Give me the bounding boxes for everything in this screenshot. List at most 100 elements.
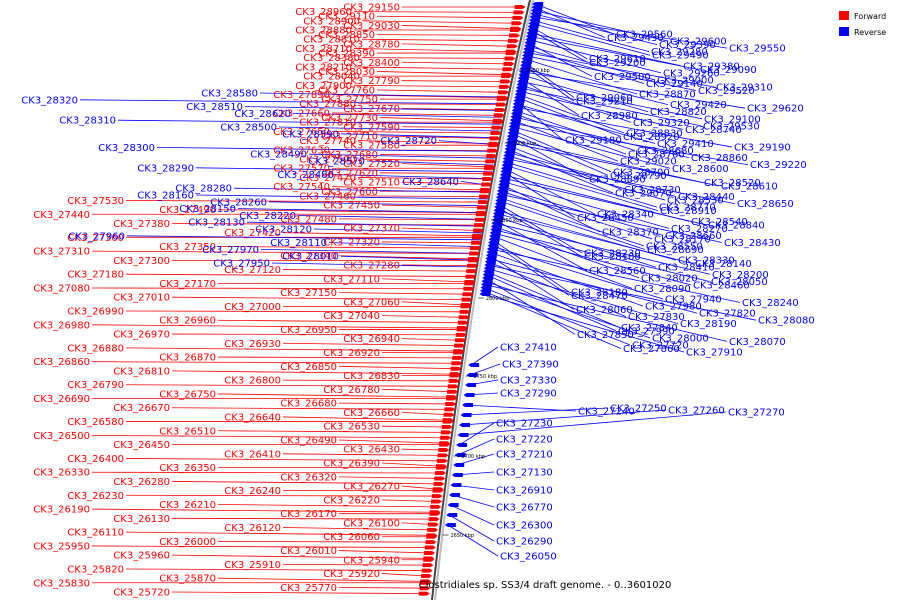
reverse-gene-label: CK3_28920 xyxy=(623,132,680,143)
forward-connector xyxy=(217,430,447,433)
reverse-gene-feature xyxy=(480,285,492,290)
reverse-connector xyxy=(297,215,484,220)
reverse-gene-label: CK3_28760 xyxy=(628,150,685,161)
reverse-connector xyxy=(450,504,495,526)
forward-gene-label: CK3_29030 xyxy=(343,21,400,32)
reverse-connector xyxy=(512,122,749,166)
reverse-gene-feature xyxy=(495,195,507,200)
forward-gene-label: CK3_26670 xyxy=(113,403,170,414)
reverse-connector xyxy=(492,235,633,289)
forward-gene-feature xyxy=(514,5,526,9)
forward-connector xyxy=(357,195,486,198)
forward-gene-label: CK3_27500 xyxy=(299,155,356,166)
forward-connector xyxy=(338,255,475,260)
forward-gene-label: CK3_26860 xyxy=(33,357,90,368)
reverse-gene-label: CK3_28870 xyxy=(639,90,696,101)
forward-gene-label: CK3_26010 xyxy=(280,546,337,557)
reverse-connector xyxy=(462,409,667,426)
forward-gene-label: CK3_26120 xyxy=(224,523,281,534)
reverse-connector xyxy=(486,267,679,325)
reverse-connector xyxy=(529,32,682,67)
reverse-connector xyxy=(79,99,505,105)
reverse-gene-label: CK3_29320 xyxy=(633,118,690,129)
forward-gene-feature xyxy=(456,327,468,332)
reverse-gene-feature xyxy=(487,246,499,251)
reverse-connector xyxy=(514,109,636,151)
forward-connector xyxy=(353,48,512,53)
forward-gene-feature xyxy=(510,28,522,33)
forward-gene-label: CK3_25910 xyxy=(224,560,281,571)
forward-connector xyxy=(171,223,481,226)
reverse-connector xyxy=(487,264,757,321)
forward-connector xyxy=(381,204,484,208)
forward-connector xyxy=(357,177,489,180)
reverse-connector xyxy=(501,180,670,229)
forward-connector xyxy=(125,384,454,387)
reverse-gene-feature xyxy=(518,72,530,77)
forward-gene-label: CK3_27750 xyxy=(321,95,378,106)
reverse-connector xyxy=(449,514,495,542)
forward-gene-label: CK3_26960 xyxy=(159,316,216,327)
reverse-connector xyxy=(520,77,580,116)
reverse-gene-label: CK3_28510 xyxy=(186,102,243,113)
forward-gene-feature xyxy=(436,458,448,463)
reverse-connector xyxy=(463,407,609,416)
reverse-gene-label: CK3_27940 xyxy=(665,295,722,306)
legend: Forward Reverse xyxy=(839,11,886,37)
reverse-gene-feature xyxy=(499,172,511,177)
forward-gene-feature xyxy=(443,412,455,417)
forward-gene-label: CK3_27670 xyxy=(343,104,400,115)
forward-gene-label: CK3_27450 xyxy=(323,201,380,212)
forward-connector xyxy=(217,504,437,508)
gene-features xyxy=(418,2,544,596)
forward-gene-label: CK3_27580 xyxy=(343,141,400,152)
forward-gene-label: CK3_27480 xyxy=(280,214,337,225)
reverse-gene-label: CK3_28600 xyxy=(672,164,729,175)
forward-connector xyxy=(171,333,462,336)
forward-connector xyxy=(338,365,457,370)
reverse-connector xyxy=(499,190,653,240)
reverse-connector xyxy=(528,39,662,74)
reverse-gene-feature xyxy=(514,92,526,97)
forward-connector xyxy=(381,278,471,283)
forward-gene-feature xyxy=(422,563,434,568)
forward-gene-label: CK3_27880 xyxy=(299,99,356,110)
forward-gene-label: CK3_27680 xyxy=(321,150,378,161)
reverse-connector xyxy=(488,258,698,314)
reverse-connector xyxy=(488,254,575,310)
reverse-gene-label: CK3_27950 xyxy=(213,259,270,270)
reverse-gene-feature xyxy=(508,127,520,132)
reverse-gene-feature xyxy=(522,50,534,55)
forward-connector xyxy=(171,296,468,300)
reverse-connector xyxy=(278,126,500,132)
reverse-gene-label: CK3_28840 xyxy=(708,220,765,231)
reverse-gene-label: CK3_27830 xyxy=(628,312,685,323)
legend-forward-label: Forward xyxy=(854,12,886,21)
reverse-connector xyxy=(366,160,494,166)
forward-gene-label: CK3_28390 xyxy=(318,49,375,60)
forward-connector xyxy=(353,11,520,13)
forward-gene-feature xyxy=(504,56,516,61)
forward-gene-label: CK3_26220 xyxy=(323,495,380,506)
forward-gene-label: CK3_28960 xyxy=(295,7,352,18)
forward-gene-feature xyxy=(507,38,519,43)
forward-gene-label: CK3_26210 xyxy=(159,500,216,511)
forward-gene-label: CK3_28780 xyxy=(343,39,400,50)
reverse-gene-feature xyxy=(520,63,532,68)
reverse-gene-feature xyxy=(515,89,527,93)
forward-gene-feature xyxy=(463,286,475,291)
forward-gene-label: CK3_29150 xyxy=(343,3,400,14)
forward-gene-label: CK3_27080 xyxy=(33,283,90,294)
forward-gene-feature xyxy=(455,332,467,337)
reverse-connector xyxy=(508,142,720,187)
forward-gene-label: CK3_27380 xyxy=(113,219,170,230)
forward-gene-label: CK3_27470 xyxy=(299,173,356,184)
forward-gene-label: CK3_27490 xyxy=(159,205,216,216)
forward-connector xyxy=(401,227,480,231)
reverse-gene-feature xyxy=(448,493,460,497)
reverse-connector xyxy=(511,126,671,169)
reverse-connector xyxy=(509,138,703,183)
forward-gene-label: CK3_25940 xyxy=(343,555,400,566)
reverse-connector xyxy=(487,261,627,318)
forward-gene-label: CK3_27150 xyxy=(280,288,337,299)
